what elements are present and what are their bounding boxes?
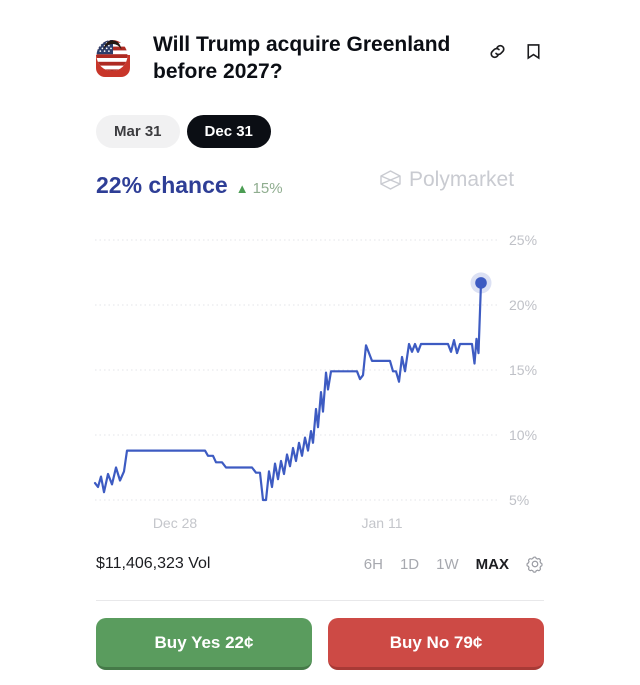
svg-text:25%: 25% — [509, 232, 537, 248]
svg-text:5%: 5% — [509, 492, 529, 508]
svg-text:10%: 10% — [509, 427, 537, 443]
svg-text:Dec 28: Dec 28 — [153, 515, 198, 531]
svg-text:20%: 20% — [509, 297, 537, 313]
svg-text:Jan 11: Jan 11 — [362, 515, 403, 531]
svg-text:15%: 15% — [509, 362, 537, 378]
